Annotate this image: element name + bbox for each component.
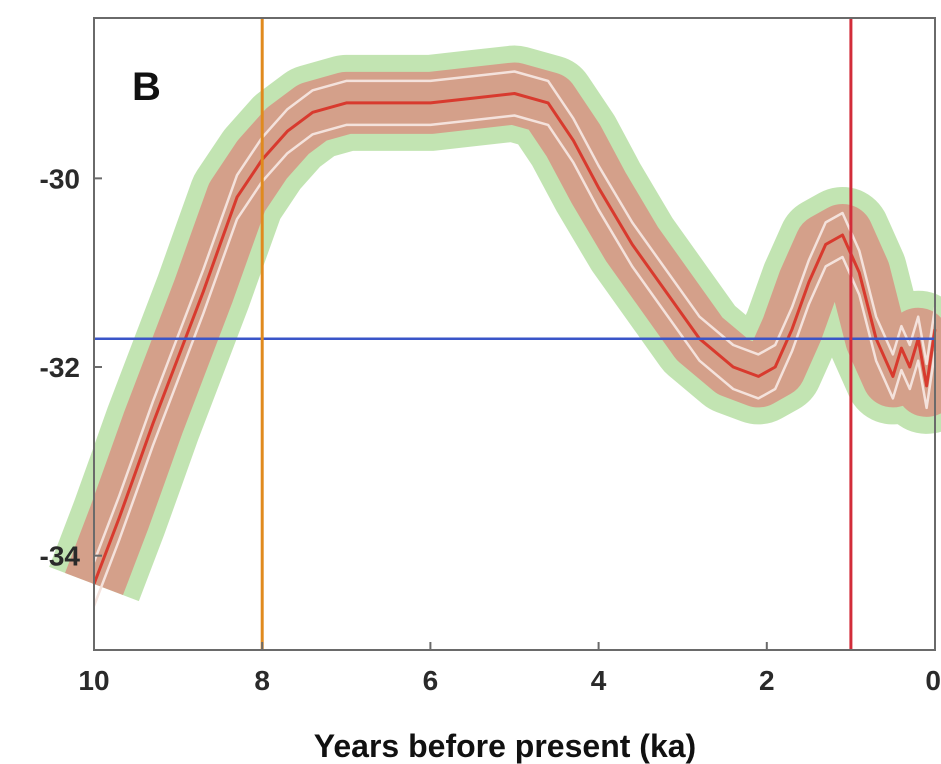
x-tick-label: 4 xyxy=(591,665,607,696)
x-tick-label: 6 xyxy=(423,665,439,696)
lower-bound-line xyxy=(92,114,937,607)
x-tick-label: 10 xyxy=(78,665,109,696)
plot-frame xyxy=(93,17,936,651)
reference-lines xyxy=(94,18,935,650)
y-tick-label: -32 xyxy=(40,352,80,383)
upper-bound-line xyxy=(92,70,937,563)
x-axis-ticks: 10 8 6 4 2 0 xyxy=(78,642,941,696)
panel-label: B xyxy=(132,65,161,109)
x-tick-label: 2 xyxy=(759,665,775,696)
x-tick-label: 8 xyxy=(254,665,270,696)
y-tick-label: -34 xyxy=(40,541,81,572)
x-tick-label: 0 xyxy=(925,665,941,696)
x-axis-title: Years before present (ka) xyxy=(314,728,696,764)
y-tick-label: -30 xyxy=(40,163,80,194)
y-axis-ticks: -30 -32 -34 xyxy=(40,163,102,572)
